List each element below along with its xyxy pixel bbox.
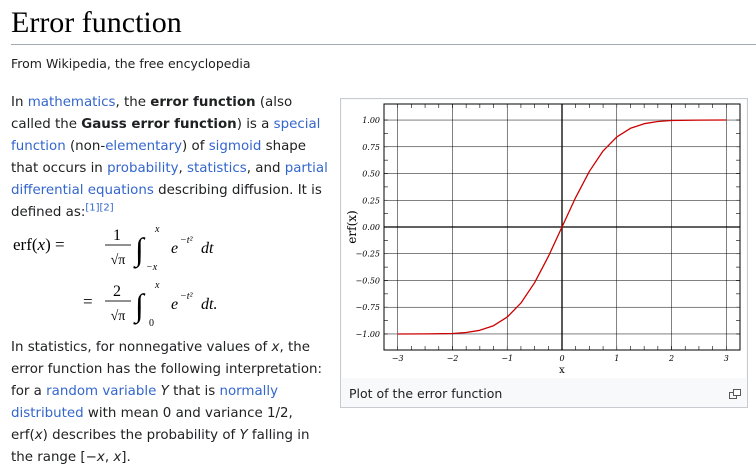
statistics-paragraph: In statistics, for nonnegative values of… (11, 337, 329, 469)
text: shape that occurs in (11, 139, 307, 176)
x-tick-label: 0 (559, 354, 564, 363)
term-gauss-error-function: Gauss error function (81, 117, 237, 132)
var-y: Y (160, 384, 169, 399)
link-statistics[interactable]: statistics (187, 161, 247, 176)
denominator-sqrt-pi-1: √π (111, 253, 126, 268)
text: , (178, 161, 188, 176)
x-tick-label: −2 (447, 354, 459, 363)
text: that is (168, 384, 220, 399)
integrand-2: e (171, 296, 178, 313)
term-error-function: error function (150, 95, 256, 110)
var-x: x (34, 428, 43, 443)
text: , the (115, 95, 151, 110)
x-tick-label: 1 (614, 354, 619, 363)
text: falling in the range [− (11, 428, 310, 465)
x-tick-label: −3 (392, 354, 404, 363)
text: In (11, 95, 28, 110)
link-mathematics[interactable]: mathematics (27, 95, 116, 110)
exponent-2: −t² (180, 291, 194, 302)
y-axis-label: erf(x) (345, 210, 359, 243)
numerator-1: 1 (113, 227, 121, 244)
var-x: x (96, 450, 105, 465)
y-tick-label: 1.00 (362, 116, 380, 125)
text: (also called the (11, 95, 293, 132)
link-sigmoid[interactable]: sigmoid (208, 139, 262, 154)
intro-paragraph: In mathematics, the error function (also… (11, 92, 329, 224)
text: (non- (65, 139, 106, 154)
text: with mean 0 and variance 1/2, erf( (11, 406, 293, 443)
upper-limit-1: x (154, 224, 160, 235)
erf-curve (397, 119, 727, 335)
text: , and (246, 161, 285, 176)
link-partial-differential-equations[interactable]: partial differential equations (11, 161, 328, 198)
integrand-1: e (171, 240, 178, 257)
y-tick-label: 0.00 (362, 223, 380, 232)
text: , (104, 450, 114, 465)
exponent-1: −t² (180, 235, 194, 246)
enlarge-icon[interactable] (729, 389, 741, 399)
title-divider (11, 44, 756, 45)
error-function-formula: erf(x) = 1 √π ∫ x −x e −t² dt = 2 √π ∫ x… (13, 224, 217, 329)
reference-2[interactable]: [2] (99, 202, 114, 214)
text: ) is a (236, 117, 274, 132)
var-x: x (113, 450, 122, 465)
link-probability[interactable]: probability (107, 161, 179, 176)
formula-equals: = (83, 292, 93, 311)
x-tick-label: 2 (668, 354, 674, 363)
y-tick-label: −1.00 (355, 330, 380, 339)
text: ) describes the probability of (42, 428, 240, 443)
text: ) of (182, 139, 209, 154)
formula-lhs: erf(x) = (13, 235, 65, 254)
y-tick-label: 0.50 (362, 170, 380, 179)
dt-1: dt (201, 240, 214, 257)
figure-thumbnail: 1.00 0.75 0.50 0.25 0.00 −0.25 −0.50 −0.75 −1.00… (340, 98, 748, 408)
integral-sign-1: ∫ (133, 231, 146, 269)
link-random-variable[interactable]: random variable (46, 384, 157, 399)
y-tick-label: −0.50 (355, 276, 380, 285)
page-title: Error function (11, 6, 182, 39)
denominator-sqrt-pi-2: √π (111, 309, 126, 324)
y-tick-label: 0.25 (362, 196, 380, 205)
integral-sign-2: ∫ (133, 287, 146, 325)
var-y: Y (239, 428, 248, 443)
upper-limit-2: x (154, 280, 160, 291)
lower-limit-2: 0 (149, 318, 154, 329)
text: describing diffusion. It is defined as: (11, 183, 322, 220)
lower-limit-1: −x (146, 262, 158, 273)
figure-caption: Plot of the error function (349, 386, 503, 401)
dt-2: dt. (201, 296, 217, 313)
erf-chart: 1.00 0.75 0.50 0.25 0.00 −0.25 −0.50 −0.75 −1.00… (345, 103, 741, 376)
link-normally-distributed[interactable]: normally distributed (11, 384, 279, 421)
y-tick-label: −0.25 (355, 250, 380, 259)
link-special-function[interactable]: special function (11, 117, 321, 154)
text: ]. (121, 450, 131, 465)
x-axis-label: x (559, 365, 565, 376)
x-tick-label: 3 (724, 354, 729, 363)
text: In statistics, for nonnegative values of (11, 340, 272, 355)
link-elementary[interactable]: elementary (105, 139, 183, 154)
x-tick-label: −1 (501, 354, 513, 363)
text: , the error function has the following i… (11, 340, 323, 399)
plot-image[interactable]: 1.00 0.75 0.50 0.25 0.00 −0.25 −0.50 −0.75 −1.00… (342, 100, 746, 378)
y-tick-label: −0.75 (355, 303, 380, 312)
numerator-2: 2 (113, 283, 121, 300)
var-x: x (271, 340, 280, 355)
reference-1[interactable]: [1] (85, 202, 100, 214)
tagline: From Wikipedia, the free encyclopedia (11, 56, 251, 71)
y-tick-label: 0.75 (362, 143, 380, 152)
